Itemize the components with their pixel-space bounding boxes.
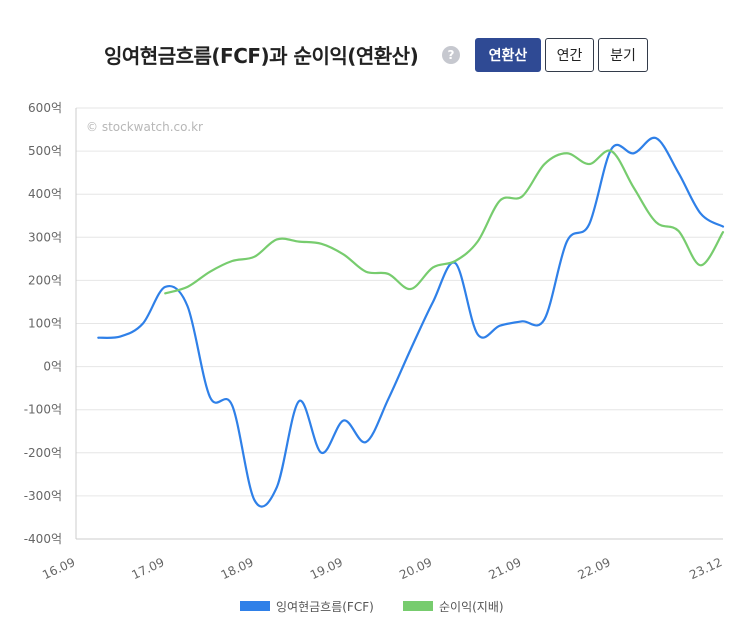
y-tick-label: -200억 <box>24 446 62 460</box>
legend-swatch-fcf <box>240 601 270 611</box>
legend-label-fcf: 잉여현금흐름(FCF) <box>276 600 374 614</box>
x-tick-label: 20.09 <box>397 555 434 582</box>
x-tick-label: 17.09 <box>129 555 166 582</box>
y-tick-label: 400억 <box>28 187 62 201</box>
watermark: © stockwatch.co.kr <box>86 120 203 134</box>
x-tick-label: 23.12 <box>687 555 724 582</box>
y-tick-label: 0억 <box>43 360 62 374</box>
x-tick-label: 18.09 <box>219 555 256 582</box>
y-tick-label: -100억 <box>24 403 62 417</box>
x-tick-label: 21.09 <box>486 555 523 582</box>
tab-quarterly[interactable]: 분기 <box>598 38 648 72</box>
y-tick-label: -400억 <box>24 532 62 546</box>
y-tick-label: -300억 <box>24 489 62 503</box>
y-tick-label: 500억 <box>28 144 62 158</box>
series-line-net-income <box>164 149 725 295</box>
tab-annual[interactable]: 연간 <box>545 38 594 72</box>
x-tick-label: 19.09 <box>308 555 345 582</box>
y-tick-label: 300억 <box>28 230 62 244</box>
series-line-fcf <box>97 136 725 508</box>
legend-swatch-net-income <box>403 601 433 611</box>
y-tick-label: 100억 <box>28 317 62 331</box>
x-tick-label: 16.09 <box>40 555 77 582</box>
help-icon[interactable]: ? <box>442 46 460 64</box>
x-tick-label: 22.09 <box>576 555 613 582</box>
legend-label-net-income: 순이익(지배) <box>439 600 504 614</box>
y-tick-label: 200억 <box>28 273 62 287</box>
chart-title: 잉여현금흐름(FCF)과 순이익(연환산) <box>104 44 419 68</box>
chart-legend: 잉여현금흐름(FCF) 순이익(지배) <box>0 598 754 618</box>
y-tick-label: 600억 <box>28 101 62 115</box>
tab-annualized[interactable]: 연환산 <box>475 38 541 72</box>
chart-header: 잉여현금흐름(FCF)과 순이익(연환산) ? 연환산 연간 분기 <box>0 36 754 76</box>
